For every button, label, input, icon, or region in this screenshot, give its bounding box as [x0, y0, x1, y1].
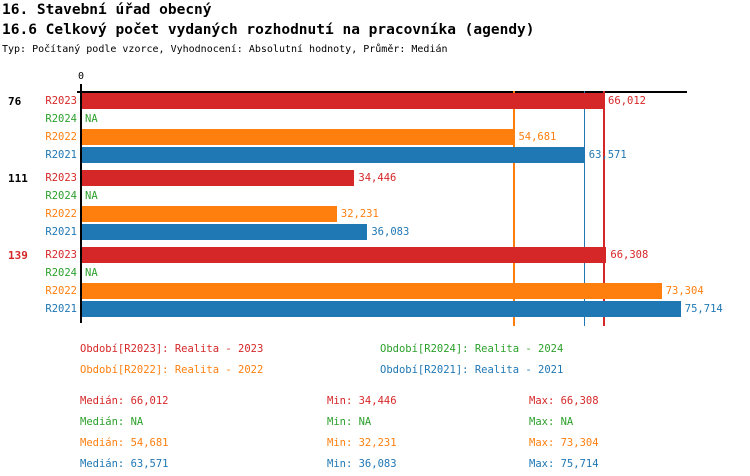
stat-min-row-2: Min: NA	[327, 416, 372, 428]
bar-value-label: 32,231	[340, 208, 379, 220]
series-row-label: R2024	[45, 113, 77, 125]
stat-median-row-3: Medián: 54,681	[80, 437, 169, 449]
bar	[82, 224, 368, 240]
bar-row-r2023: R2023 34,446	[0, 170, 750, 186]
bar-value-label: 73,304	[665, 285, 704, 297]
stat-max-row-3: Max: 73,304	[529, 437, 599, 449]
stat-min-row-1: Min: 34,446	[327, 395, 397, 407]
stat-max-row-1: Max: 66,308	[529, 395, 599, 407]
legend-item-1: Období[R2023]: Realita - 2023	[80, 343, 264, 355]
page-title: 16. Stavební úřad obecný	[2, 2, 212, 18]
group-label: 139	[8, 249, 28, 262]
stat-max-row-4: Max: 75,714	[529, 458, 599, 470]
bar-group-76: 76 R2023 66,012 R2024 NA R2022 54,681 R2021 63,5…	[0, 93, 750, 165]
median-gridline-r2021	[583, 91, 586, 326]
bar	[82, 247, 607, 263]
bar-zone: 34,446	[82, 170, 687, 186]
bar-value-label: 75,714	[684, 303, 723, 315]
bar-row-r2023: R2023 66,308	[0, 247, 750, 263]
bar	[82, 206, 337, 222]
bar-row-r2022: R2022 73,304	[0, 283, 750, 299]
stat-median-row-4: Medián: 63,571	[80, 458, 169, 470]
bar-zone: 66,012	[82, 93, 687, 109]
bar-zone: 66,308	[82, 247, 687, 263]
indicator-meta: Typ: Počítaný podle vzorce, Vyhodnocení:…	[2, 44, 448, 55]
bar-value-label: 66,308	[610, 249, 649, 261]
bar	[82, 93, 605, 109]
series-row-label: R2021	[45, 303, 77, 315]
stat-median-row-2: Medián: NA	[80, 416, 144, 428]
series-row-label: R2021	[45, 226, 77, 238]
series-row-label: R2022	[45, 208, 77, 220]
bar-row-r2024: R2024 NA	[0, 111, 750, 127]
series-row-label: R2024	[45, 267, 77, 279]
group-label: 76	[8, 95, 22, 108]
bar	[82, 170, 355, 186]
series-row-label: R2021	[45, 149, 77, 161]
series-row-label: R2023	[45, 95, 77, 107]
bar	[82, 283, 662, 299]
bar-row-r2021: R2021 36,083	[0, 224, 750, 240]
bar-zone: NA	[82, 188, 687, 204]
stat-max-row-2: Max: NA	[529, 416, 574, 428]
series-row-label: R2022	[45, 131, 77, 143]
bar-value-label: 54,681	[518, 131, 557, 143]
indicator-title: 16.6 Celkový počet vydaných rozhodnutí n…	[2, 22, 535, 38]
axis-top-line	[77, 91, 687, 93]
legend-item-2: Období[R2024]: Realita - 2024	[380, 343, 564, 355]
series-row-label: R2023	[45, 172, 77, 184]
bar-zone: 63,571	[82, 147, 687, 163]
bar-row-r2021: R2021 75,714	[0, 301, 750, 317]
median-gridline-r2022	[513, 91, 515, 326]
median-gridline-r2023	[603, 91, 605, 326]
bar-zone: 73,304	[82, 283, 704, 299]
bar-value-label: 63,571	[588, 149, 627, 161]
series-row-label: R2022	[45, 285, 77, 297]
stat-min-row-3: Min: 32,231	[327, 437, 397, 449]
bar-value-label: 34,446	[358, 172, 397, 184]
bar-row-r2022: R2022 32,231	[0, 206, 750, 222]
legend-item-4: Období[R2021]: Realita - 2021	[380, 364, 564, 376]
series-row-label: R2023	[45, 249, 77, 261]
bar-value-label: 66,012	[608, 95, 646, 107]
series-row-label: R2024	[45, 190, 77, 202]
bar-group-111: 111 R2023 34,446 R2024 NA R2022 32,231 R2021 36,…	[0, 170, 750, 242]
bar-zone: NA	[82, 111, 687, 127]
bar-zone: 32,231	[82, 206, 687, 222]
bar-row-r2022: R2022 54,681	[0, 129, 750, 145]
bar-row-r2023: R2023 66,012	[0, 93, 750, 109]
bar	[82, 301, 681, 317]
stat-median-row-1: Medián: 66,012	[80, 395, 169, 407]
axis-zero-tick-label: 0	[77, 71, 85, 82]
bar-row-r2024: R2024 NA	[0, 265, 750, 281]
legend-item-3: Období[R2022]: Realita - 2022	[80, 364, 264, 376]
bar-row-r2024: R2024 NA	[0, 188, 750, 204]
group-label: 111	[8, 172, 28, 185]
bar-group-139: 139 R2023 66,308 R2024 NA R2022 73,304 R2021 75,…	[0, 247, 750, 319]
na-value-label: NA	[85, 190, 98, 202]
na-value-label: NA	[85, 267, 98, 279]
na-value-label: NA	[85, 113, 98, 125]
bar-row-r2021: R2021 63,571	[0, 147, 750, 163]
axis-left-line	[80, 84, 82, 323]
bar-zone: NA	[82, 265, 687, 281]
bar-zone: 54,681	[82, 129, 687, 145]
bar-zone: 75,714	[82, 301, 723, 317]
stat-min-row-4: Min: 36,083	[327, 458, 397, 470]
bar	[82, 147, 585, 163]
bar-value-label: 36,083	[371, 226, 410, 238]
bar-zone: 36,083	[82, 224, 687, 240]
bar	[82, 129, 515, 145]
